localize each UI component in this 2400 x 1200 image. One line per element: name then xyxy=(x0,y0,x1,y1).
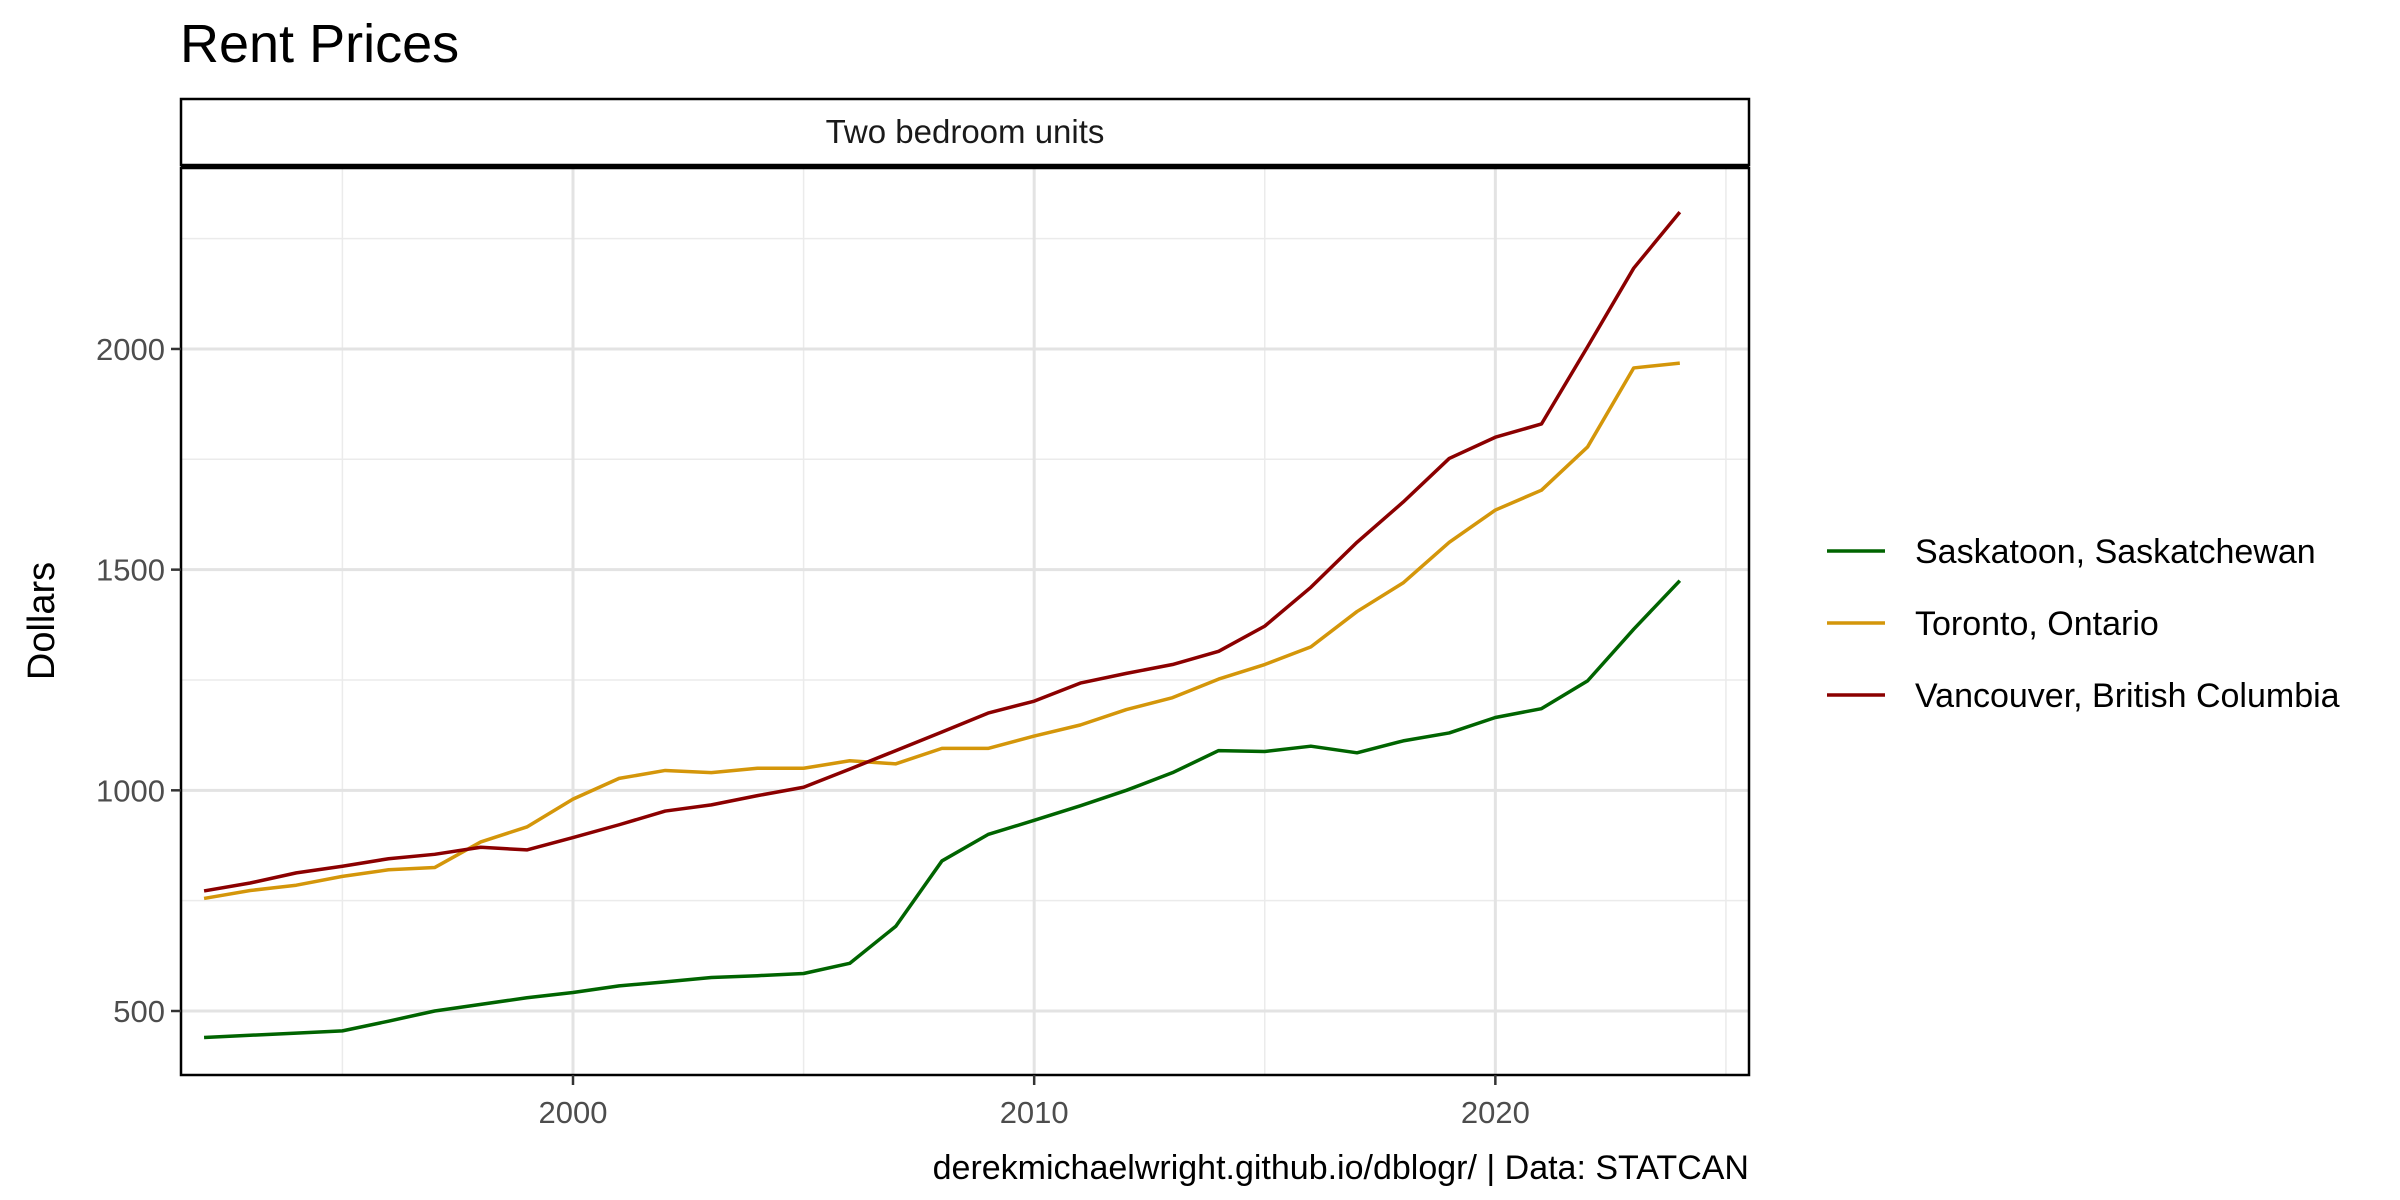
legend-label-0: Saskatoon, Saskatchewan xyxy=(1915,533,2316,571)
facet-strip xyxy=(179,97,1751,167)
y-tick-label: 1500 xyxy=(96,553,165,588)
series-line-0 xyxy=(203,579,1682,1040)
y-axis-title: Dollars xyxy=(21,562,63,680)
series-lines xyxy=(203,211,1682,1040)
series-line-2 xyxy=(203,211,1682,893)
y-tick-label: 2000 xyxy=(96,332,165,367)
minor-gridlines xyxy=(181,168,1749,1075)
legend-label-2: Vancouver, British Columbia xyxy=(1915,677,2340,715)
chart-title: Rent Prices xyxy=(180,14,459,74)
legend: Saskatoon, Saskatchewan Toronto, Ontario V… xyxy=(1827,533,2340,715)
chart-caption: derekmichaelwright.github.io/dblogr/ | D… xyxy=(933,1149,1749,1187)
y-axis: 500 1000 1500 2000 xyxy=(96,332,181,1029)
x-axis: 2000 2010 2020 xyxy=(539,1075,1530,1130)
legend-label-1: Toronto, Ontario xyxy=(1915,605,2159,643)
x-tick-label: 2020 xyxy=(1461,1095,1530,1130)
x-tick-label: 2000 xyxy=(539,1095,608,1130)
x-tick-label: 2010 xyxy=(1000,1095,1069,1130)
facet-strip-label: Two bedroom units xyxy=(826,113,1105,150)
y-tick-label: 1000 xyxy=(96,773,165,808)
plot-panel xyxy=(181,168,1749,1075)
major-gridlines xyxy=(181,168,1749,1075)
series-line-1 xyxy=(203,361,1681,901)
y-tick-label: 500 xyxy=(113,994,165,1029)
panel-border xyxy=(179,166,1751,1077)
